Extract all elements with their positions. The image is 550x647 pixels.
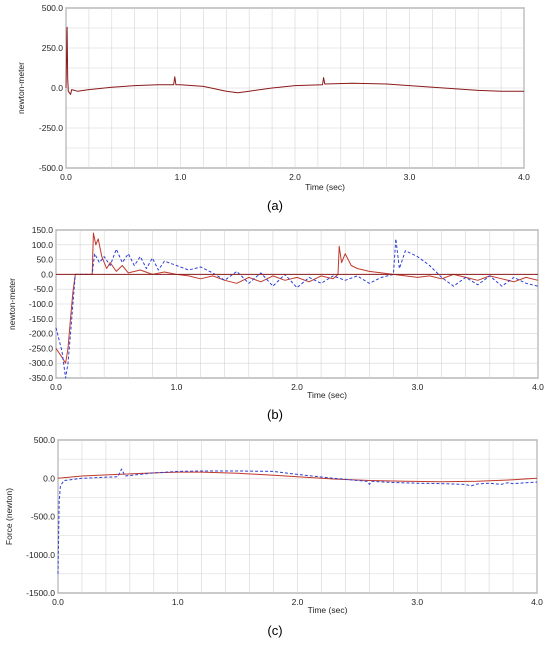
y-tick-label: -200.0 <box>29 329 53 339</box>
y-tick-label: -250.0 <box>29 343 53 353</box>
x-tick-label: 4.0 <box>531 597 543 607</box>
chart-panel-1: 150.0 100.0 50.0 0.0 -50.0 -100.0 -150.0 -200.0… <box>7 225 544 422</box>
y-tick-label: 500.0 <box>34 435 56 445</box>
series-line-1 <box>57 468 538 574</box>
series-line-1 <box>55 238 539 379</box>
y-tick-label: -50.0 <box>34 284 54 294</box>
figure-caption: (c) <box>267 623 282 638</box>
y-tick-label: -500.0 <box>31 512 55 522</box>
y-tick-label: -350.0 <box>29 373 53 383</box>
y-tick-label: -500.0 <box>39 163 63 173</box>
y-tick-label: -1500.0 <box>26 588 55 598</box>
x-tick-label: 0.0 <box>50 382 62 392</box>
y-tick-label: -300.0 <box>29 358 53 368</box>
y-axis-label: Force (newton) <box>4 488 14 545</box>
x-tick-label: 3.0 <box>411 597 423 607</box>
y-tick-label: 100.0 <box>32 240 54 250</box>
series-line-0 <box>65 26 524 95</box>
x-tick-label: 1.0 <box>172 597 184 607</box>
series-line-0 <box>55 232 539 364</box>
y-tick-label: 250.0 <box>42 43 64 53</box>
y-tick-label: -100.0 <box>29 299 53 309</box>
y-tick-label: 150.0 <box>32 225 54 235</box>
chart-panel-2: 500.00.0-500.0-1000.0-1500.00.0 1.0 2.0 3.0… <box>4 435 543 638</box>
x-axis-label: Time (sec) <box>305 182 345 192</box>
figure-caption: (b) <box>267 407 283 422</box>
y-tick-label: -150.0 <box>29 314 53 324</box>
y-tick-label: -250.0 <box>39 123 63 133</box>
x-tick-label: 0.0 <box>60 172 72 182</box>
y-tick-label: 500.0 <box>42 3 64 13</box>
x-tick-label: 4.0 <box>532 382 544 392</box>
x-tick-label: 2.0 <box>289 172 301 182</box>
y-tick-label: 50.0 <box>36 255 53 265</box>
y-axis-label: newton-meter <box>16 62 26 114</box>
series-line-0 <box>57 471 538 483</box>
x-tick-label: 2.0 <box>292 597 304 607</box>
y-axis-label: newton-meter <box>7 278 17 330</box>
x-tick-label: 4.0 <box>518 172 530 182</box>
y-tick-label: -1000.0 <box>26 550 55 560</box>
x-tick-label: 0.0 <box>52 597 64 607</box>
y-tick-label: 0.0 <box>43 473 55 483</box>
x-tick-label: 3.0 <box>404 172 416 182</box>
figure-caption: (a) <box>267 198 283 213</box>
x-tick-label: 1.0 <box>175 172 187 182</box>
x-tick-label: 2.0 <box>291 382 303 392</box>
x-axis-label: Time (sec) <box>308 605 348 615</box>
x-tick-label: 3.0 <box>412 382 424 392</box>
y-tick-label: 0.0 <box>51 83 63 93</box>
x-axis-label: Time (sec) <box>307 390 347 400</box>
x-tick-label: 1.0 <box>171 382 183 392</box>
y-tick-label: 0.0 <box>41 269 53 279</box>
